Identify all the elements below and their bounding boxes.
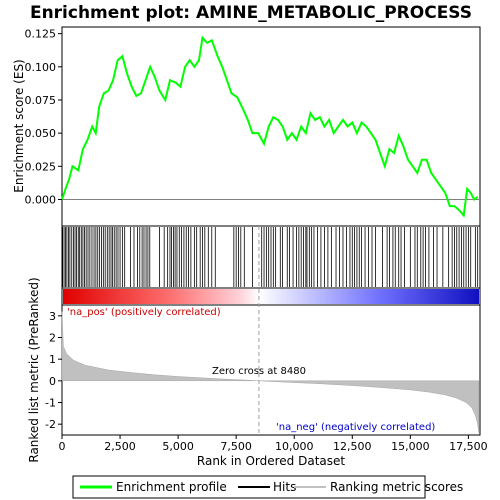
- hits-marks: [62, 227, 479, 287]
- es-y-tick-label: 0.125: [25, 28, 57, 41]
- es-y-tick-label: 0.025: [25, 160, 57, 173]
- metric-y-tick-label: 1: [49, 353, 56, 366]
- metric-y-tick-label: 0: [49, 375, 56, 388]
- metric-y-tick-label: -1: [45, 397, 56, 410]
- color-bar: [63, 289, 479, 304]
- x-axis: 0 2,500 5,000 7,500 10,000 12,500 15,000 17,500: [59, 435, 488, 453]
- x-tick-label: 0: [59, 440, 66, 453]
- zero-cross-label: Zero cross at 8480: [212, 366, 306, 377]
- legend-metric-label: Ranking metric scores: [330, 480, 463, 494]
- x-axis-label: Rank in Ordered Dataset: [197, 454, 345, 468]
- ranking-metric-area: [61, 226, 480, 435]
- metric-y-axis-label: Ranked list metric (PreRanked): [27, 277, 41, 462]
- metric-area: [61, 311, 480, 433]
- metric-y-axis: -2 -1 0 1 2 3: [45, 310, 62, 431]
- es-y-tick-label: 0.075: [25, 94, 57, 107]
- x-tick-label: 2,500: [104, 440, 136, 453]
- es-y-tick-label: 0.100: [25, 61, 57, 74]
- x-tick-label: 5,000: [162, 440, 194, 453]
- chart-title: Enrichment plot: AMINE_METABOLIC_PROCESS: [30, 3, 472, 23]
- metric-y-tick-label: 2: [49, 332, 56, 345]
- color-bar-gradient: [63, 289, 479, 304]
- enrichment-profile-line: [61, 35, 479, 218]
- x-tick-label: 15,000: [391, 440, 430, 453]
- x-tick-label: 7,500: [220, 440, 252, 453]
- x-tick-label: 17,500: [449, 440, 488, 453]
- x-tick-label: 12,500: [333, 440, 372, 453]
- neg-label: 'na_neg' (negatively correlated): [276, 422, 435, 433]
- pos-label: 'na_pos' (positively correlated): [67, 307, 221, 318]
- es-y-tick-label: 0.000: [25, 193, 57, 206]
- legend-es-label: Enrichment profile: [116, 480, 227, 494]
- x-tick-label: 10,000: [275, 440, 314, 453]
- metric-y-tick-label: 3: [49, 310, 56, 323]
- es-y-axis: 0.000 0.025 0.050 0.075 0.100 0.125: [25, 28, 62, 206]
- legend: Enrichment profile Hits Ranking metric s…: [72, 475, 463, 499]
- metric-y-tick-label: -2: [45, 418, 56, 431]
- es-curve: [61, 35, 479, 218]
- legend-hits-label: Hits: [273, 480, 296, 494]
- es-y-axis-label: Enrichment score (ES): [12, 59, 26, 192]
- metric-panel: [61, 304, 481, 436]
- es-panel: [61, 26, 481, 227]
- es-y-tick-label: 0.050: [25, 127, 57, 140]
